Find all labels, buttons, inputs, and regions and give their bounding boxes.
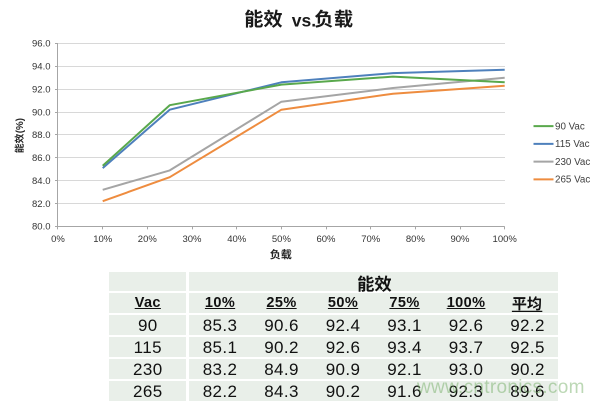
svg-text:60%: 60% xyxy=(316,234,336,245)
svg-text:70%: 70% xyxy=(361,234,381,245)
svg-text:92.0: 92.0 xyxy=(32,85,51,96)
svg-text:80.0: 80.0 xyxy=(32,222,51,233)
svg-text:10%: 10% xyxy=(93,234,113,245)
svg-text:30%: 30% xyxy=(182,234,202,245)
svg-text:80%: 80% xyxy=(406,234,426,245)
svg-text:100%: 100% xyxy=(493,234,518,245)
svg-text:96.0: 96.0 xyxy=(32,39,51,50)
svg-text:265 Vac: 265 Vac xyxy=(555,175,590,186)
svg-text:115 Vac: 115 Vac xyxy=(555,139,590,150)
svg-text:40%: 40% xyxy=(227,234,247,245)
svg-text:(%): (%) xyxy=(15,118,26,133)
svg-text:94.0: 94.0 xyxy=(32,62,51,73)
svg-text:0%: 0% xyxy=(51,234,65,245)
svg-text:90 Vac: 90 Vac xyxy=(555,121,585,132)
svg-text:90.0: 90.0 xyxy=(32,107,51,118)
svg-text:84.0: 84.0 xyxy=(32,176,51,187)
svg-text:20%: 20% xyxy=(138,234,158,245)
svg-text:90%: 90% xyxy=(450,234,470,245)
svg-text:86.0: 86.0 xyxy=(32,153,51,164)
svg-text:82.0: 82.0 xyxy=(32,199,51,210)
svg-text:vs.: vs. xyxy=(292,10,316,30)
svg-text:230 Vac: 230 Vac xyxy=(555,157,590,168)
svg-text:50%: 50% xyxy=(272,234,292,245)
svg-text:88.0: 88.0 xyxy=(32,130,51,141)
